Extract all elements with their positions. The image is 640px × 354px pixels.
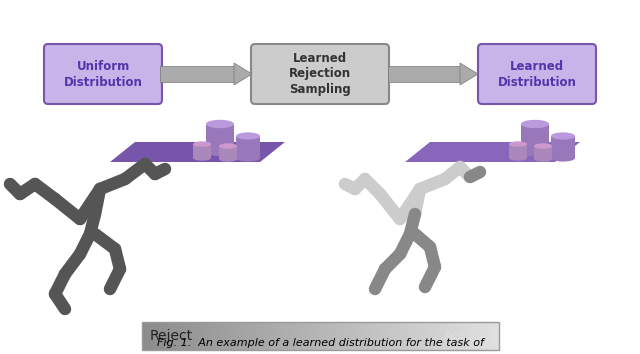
Ellipse shape [193, 141, 211, 147]
Bar [521, 124, 549, 152]
Ellipse shape [236, 132, 260, 139]
FancyBboxPatch shape [478, 44, 596, 104]
Bar [206, 124, 234, 152]
Text: Uniform
Distribution: Uniform Distribution [63, 59, 143, 88]
Polygon shape [460, 63, 478, 85]
Text: Reject: Reject [150, 329, 193, 343]
Bar [509, 144, 527, 158]
Bar [388, 66, 460, 82]
Bar [534, 146, 552, 159]
Ellipse shape [521, 148, 549, 156]
Text: Learned
Rejection
Sampling: Learned Rejection Sampling [289, 51, 351, 97]
Ellipse shape [219, 143, 237, 149]
Bar [142, 322, 499, 350]
Ellipse shape [206, 148, 234, 156]
Ellipse shape [206, 120, 234, 128]
Ellipse shape [551, 132, 575, 139]
Ellipse shape [236, 154, 260, 161]
Ellipse shape [534, 156, 552, 162]
Text: Fig. 1.  An example of a learned distribution for the task of: Fig. 1. An example of a learned distribu… [157, 338, 483, 348]
Polygon shape [405, 142, 580, 162]
Ellipse shape [509, 141, 527, 147]
Bar [551, 136, 575, 158]
Text: Learned
Distribution: Learned Distribution [497, 59, 577, 88]
Ellipse shape [509, 155, 527, 161]
Bar [236, 136, 260, 158]
Polygon shape [110, 142, 285, 162]
FancyBboxPatch shape [44, 44, 162, 104]
Bar [160, 66, 234, 82]
Bar [219, 146, 237, 159]
FancyBboxPatch shape [251, 44, 389, 104]
Ellipse shape [551, 154, 575, 161]
Ellipse shape [193, 155, 211, 161]
Ellipse shape [534, 143, 552, 149]
Polygon shape [234, 63, 252, 85]
Ellipse shape [219, 156, 237, 162]
Text: Accept: Accept [444, 329, 491, 343]
Bar [193, 144, 211, 158]
Ellipse shape [521, 120, 549, 128]
